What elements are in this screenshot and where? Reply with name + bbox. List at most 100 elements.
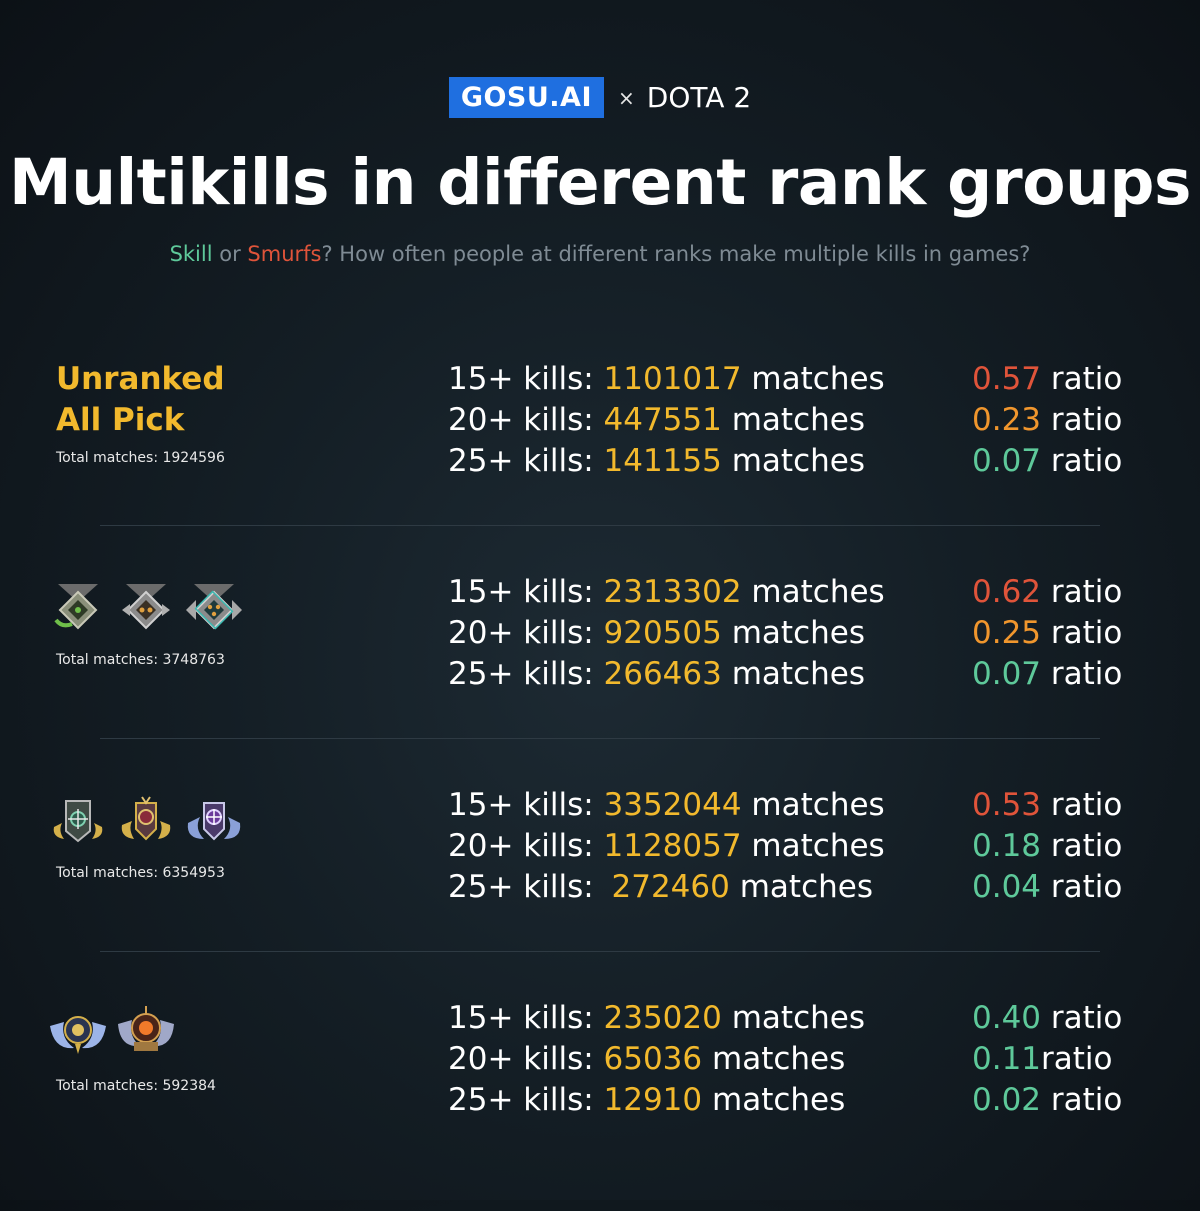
- guardian-medal-icon: [122, 584, 170, 630]
- ratio-value: 0.57: [972, 361, 1042, 397]
- total-matches: Total matches: 6354953: [56, 865, 225, 881]
- kills-label: 20+ kills:: [448, 615, 604, 651]
- kills-label: 25+ kills:: [448, 656, 604, 692]
- kills-label: 15+ kills:: [448, 1000, 604, 1036]
- matches-label: matches: [741, 361, 885, 397]
- stat-row-25: 25+ kills: 12910 matches: [448, 1080, 908, 1121]
- brand-separator: ×: [618, 85, 635, 110]
- ratio-value: 0.40: [972, 1000, 1042, 1036]
- kills-label: 25+ kills:: [448, 443, 604, 479]
- ratio-value: 0.18: [972, 828, 1042, 864]
- ratio-value: 0.11: [972, 1041, 1042, 1077]
- total-matches: Total matches: 3748763: [56, 652, 225, 668]
- stat-row-20: 20+ kills: 1128057 matches: [448, 826, 908, 867]
- ratio-label: ratio: [1041, 574, 1123, 610]
- kills-label: 15+ kills:: [448, 361, 604, 397]
- immortal-medal-icon: [118, 1006, 174, 1051]
- page-title: Multikills in different rank groups: [9, 146, 1191, 219]
- ratio-label: ratio: [1041, 361, 1123, 397]
- ratio-label: ratio: [1041, 787, 1123, 823]
- matches-label: matches: [741, 828, 885, 864]
- group-low-ranks: Total matches: 3748763 15+ kills: 231330…: [0, 572, 1200, 785]
- ratio-label: ratio: [1041, 656, 1123, 692]
- stat-row-15: 15+ kills: 235020 matches: [448, 998, 908, 1039]
- kills-label: 25+ kills:: [448, 1082, 604, 1118]
- ratio-column: 0.53 ratio 0.18 ratio 0.04 ratio: [972, 785, 1172, 908]
- ratio-value: 0.04: [972, 869, 1042, 905]
- brand-header: GOSU.AI × DOTA 2: [0, 77, 1200, 118]
- rank-badges: [48, 793, 244, 845]
- matches-label: matches: [721, 402, 865, 438]
- herald-medal-icon: [54, 584, 98, 630]
- ancient-medal-icon: [187, 802, 241, 841]
- matches-label: matches: [721, 443, 865, 479]
- matches-label: matches: [721, 615, 865, 651]
- ratio-label: ratio: [1041, 869, 1123, 905]
- stat-row-25: 25+ kills: 141155 matches: [448, 441, 908, 482]
- matches-label: matches: [702, 1041, 846, 1077]
- match-count: 3352044: [603, 787, 742, 823]
- match-count: 1128057: [603, 828, 742, 864]
- kills-label: 25+ kills:: [448, 869, 604, 905]
- rank-group-name: Unranked All Pick: [56, 359, 225, 441]
- rank-name-line2: All Pick: [56, 402, 185, 438]
- matches-label: matches: [741, 787, 885, 823]
- match-count: 920505: [603, 615, 722, 651]
- matches-label: matches: [741, 574, 885, 610]
- kills-label: 15+ kills:: [448, 787, 604, 823]
- ratio-label: ratio: [1041, 1000, 1123, 1036]
- ratio-column: 0.57 ratio 0.23 ratio 0.07 ratio: [972, 359, 1172, 482]
- kills-stats: 15+ kills: 235020 matches 20+ kills: 650…: [448, 998, 908, 1121]
- kills-stats: 15+ kills: 1101017 matches 20+ kills: 44…: [448, 359, 908, 482]
- match-count: 235020: [603, 1000, 722, 1036]
- ratio-value: 0.23: [972, 402, 1042, 438]
- match-count: 65036: [603, 1041, 703, 1077]
- stat-row-15: 15+ kills: 2313302 matches: [448, 572, 908, 613]
- crusader-medal-icon: [186, 584, 242, 630]
- ratio-column: 0.40 ratio 0.11ratio 0.02 ratio: [972, 998, 1172, 1121]
- ratio-value: 0.02: [972, 1082, 1042, 1118]
- ratio-value: 0.07: [972, 443, 1042, 479]
- stat-row-15: 15+ kills: 3352044 matches: [448, 785, 908, 826]
- stat-row-20: 20+ kills: 65036 matches: [448, 1039, 908, 1080]
- matches-label: matches: [702, 1082, 846, 1118]
- ratio-label: ratio: [1041, 402, 1123, 438]
- subtitle-rest: ? How often people at different ranks ma…: [321, 242, 1031, 266]
- ratio-value: 0.07: [972, 656, 1042, 692]
- match-count: 2313302: [603, 574, 742, 610]
- match-count: 266463: [603, 656, 722, 692]
- group-mid-ranks: Total matches: 6354953 15+ kills: 335204…: [0, 785, 1200, 998]
- section-divider: [100, 951, 1100, 952]
- group-unranked: Unranked All Pick Total matches: 1924596…: [0, 359, 1200, 572]
- section-divider: [100, 525, 1100, 526]
- rank-badges: [48, 580, 244, 632]
- ratio-label: ratio: [1041, 1041, 1113, 1077]
- match-count: 12910: [603, 1082, 703, 1118]
- subtitle-skill: Skill: [169, 242, 213, 266]
- match-count: 447551: [603, 402, 722, 438]
- matches-label: matches: [721, 656, 865, 692]
- ratio-column: 0.62 ratio 0.25 ratio 0.07 ratio: [972, 572, 1172, 695]
- rank-name-line1: Unranked: [56, 361, 225, 397]
- kills-label: 20+ kills:: [448, 828, 604, 864]
- ratio-value: 0.53: [972, 787, 1042, 823]
- stat-row-25: 25+ kills: 272460 matches: [448, 867, 908, 908]
- ratio-label: ratio: [1041, 615, 1123, 651]
- section-divider: [100, 738, 1100, 739]
- group-high-ranks: Total matches: 592384 15+ kills: 235020 …: [0, 998, 1200, 1211]
- stat-row-20: 20+ kills: 920505 matches: [448, 613, 908, 654]
- kills-stats: 15+ kills: 2313302 matches 20+ kills: 92…: [448, 572, 908, 695]
- match-count: 141155: [603, 443, 722, 479]
- rank-badges: [48, 1004, 176, 1056]
- stat-row-25: 25+ kills: 266463 matches: [448, 654, 908, 695]
- game-name: DOTA 2: [646, 81, 752, 114]
- divine-medal-icon: [50, 1016, 106, 1054]
- matches-label: matches: [729, 869, 873, 905]
- total-matches: Total matches: 1924596: [56, 450, 225, 466]
- match-count: 1101017: [603, 361, 742, 397]
- page-subtitle: Skill or Smurfs? How often people at dif…: [0, 242, 1200, 266]
- kills-stats: 15+ kills: 3352044 matches 20+ kills: 11…: [448, 785, 908, 908]
- ratio-label: ratio: [1041, 443, 1123, 479]
- archon-medal-icon: [53, 800, 103, 843]
- ratio-value: 0.62: [972, 574, 1042, 610]
